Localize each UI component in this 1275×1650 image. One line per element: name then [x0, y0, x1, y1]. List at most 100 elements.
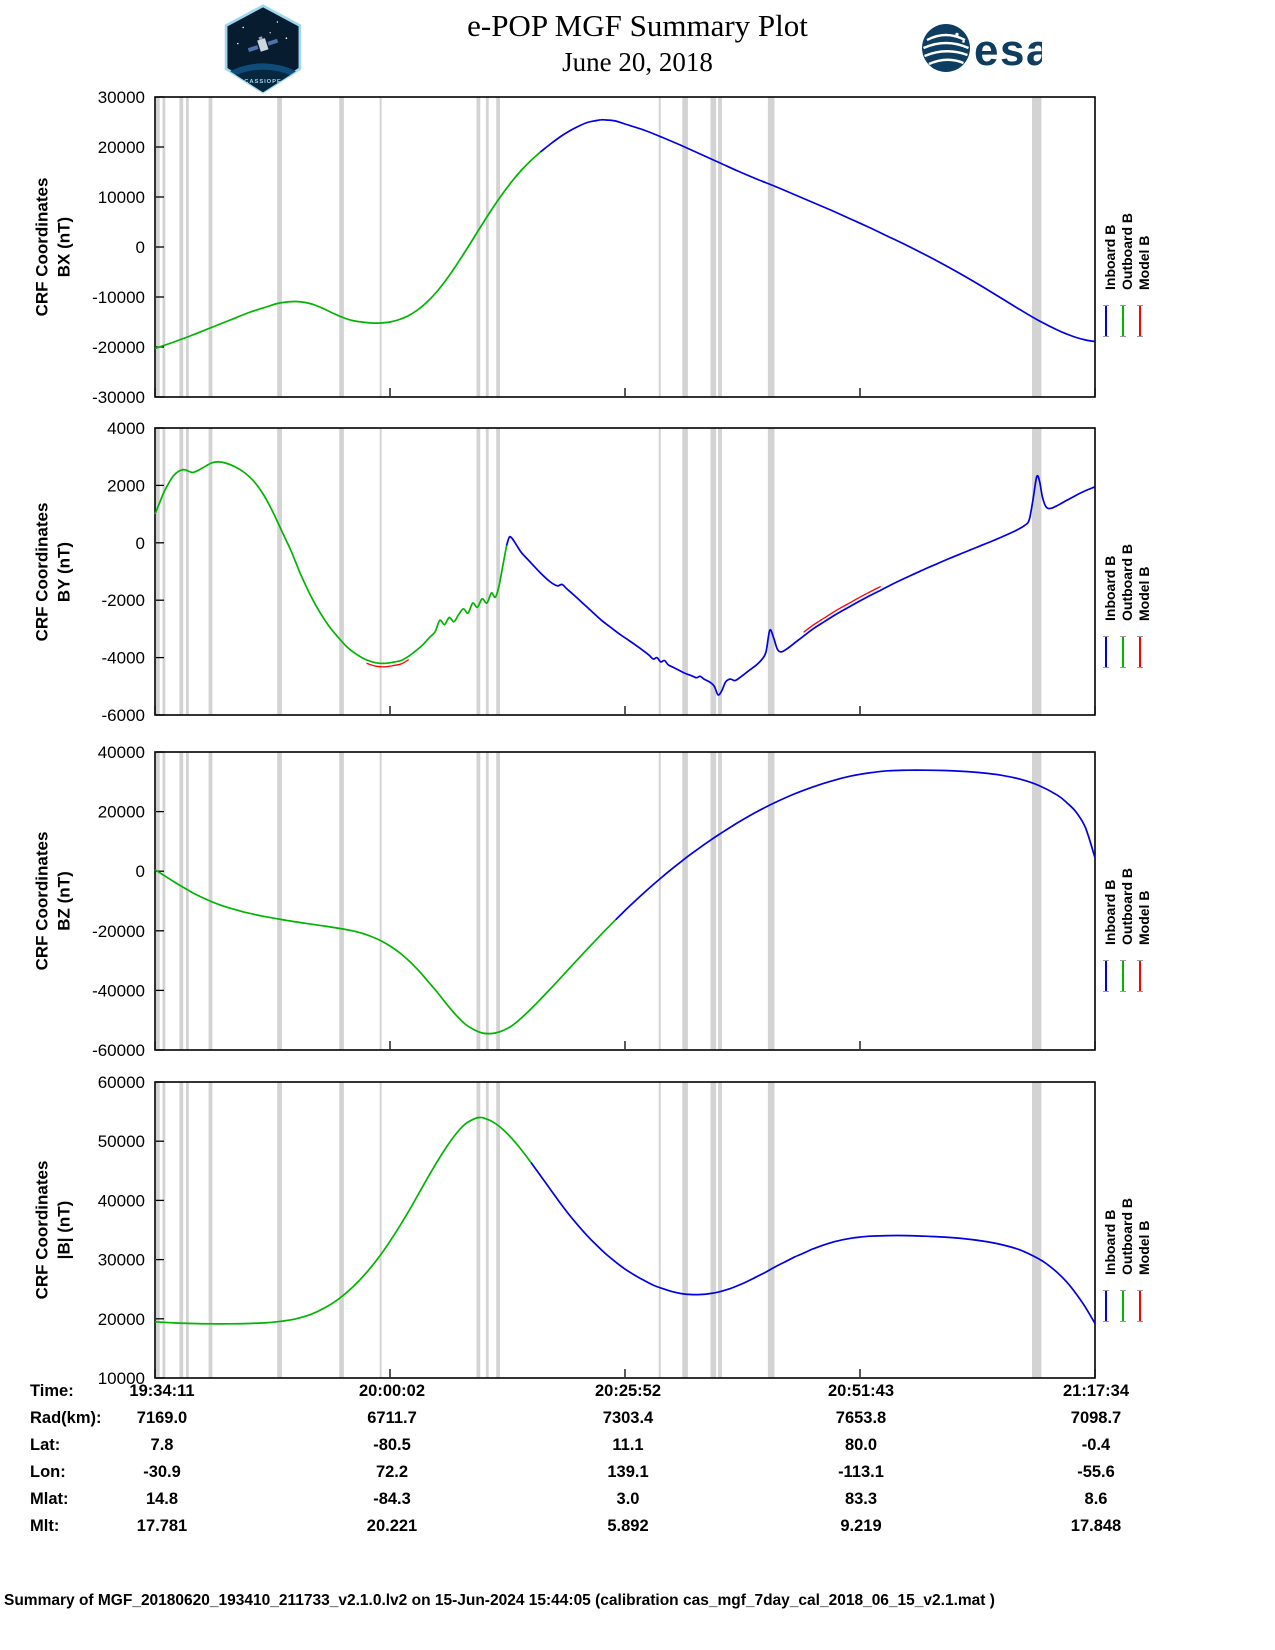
legend-line-model: [1137, 960, 1143, 992]
table-row-mlt: Mlt: 17.781 20.221 5.892 9.219 17.848: [0, 1517, 1275, 1544]
esa-emblem: [922, 24, 970, 72]
page-title: e-POP MGF Summary Plot June 20, 2018: [0, 8, 1275, 78]
table-value: 7653.8: [835, 1409, 887, 1427]
legend-label-model: Model B: [1136, 566, 1152, 621]
legend-line-outboard: [1120, 305, 1126, 337]
legend-label-inboard: Inboard B: [1102, 224, 1118, 290]
y-tick-label: 60000: [98, 1073, 145, 1092]
table-value: 139.1: [607, 1463, 649, 1481]
legend-line-model: [1137, 305, 1143, 337]
table-value: 14.8: [145, 1490, 179, 1508]
table-value: 72.2: [375, 1463, 409, 1481]
axis-ticks: 60000 50000 40000 30000 20000 10000: [98, 1073, 1096, 1388]
legend-label-inboard: Inboard B: [1102, 879, 1118, 945]
panel-by: 4000 2000 0 -2000 -4000 -6000 CRF Coordinates…: [0, 416, 1275, 727]
legend-line-model: [1137, 1290, 1143, 1322]
panel-bx: 30000 20000 10000 0 -10000 -20000 -30000 CRF C…: [0, 85, 1275, 409]
plot-bx: 30000 20000 10000 0 -10000 -20000 -30000: [92, 88, 1096, 407]
legend-line-inboard: [1103, 960, 1109, 992]
esa-logo: esa: [922, 24, 1042, 75]
table-value: -30.9: [143, 1463, 181, 1481]
data-gap-bands: [155, 1082, 1042, 1378]
legend-label-model: Model B: [1136, 235, 1152, 290]
ephemeris-table: Time: 19:34:11 20:00:02 20:25:52 20:51:43 21:…: [0, 1382, 1275, 1544]
legend-line-outboard: [1120, 1290, 1126, 1322]
table-row-lon: Lon: -30.9 72.2 139.1 -113.1 -55.6: [0, 1463, 1275, 1490]
series-outboard-b: [154, 151, 541, 350]
table-value: 7.8: [150, 1436, 174, 1454]
esa-wordmark: esa: [974, 26, 1042, 75]
table-value: -80.5: [373, 1436, 411, 1454]
plot-frame: [154, 751, 1096, 1051]
y-tick-label: -60000: [92, 1041, 145, 1060]
legend-label-outboard: Outboard B: [1119, 544, 1135, 621]
y-tick-label: -10000: [92, 288, 145, 307]
y-tick-label: -4000: [102, 649, 145, 668]
axis-ticks: 30000 20000 10000 0 -10000 -20000 -30000: [92, 88, 1096, 407]
legend-line-model: [1137, 636, 1143, 668]
series-inboard-b: [505, 474, 1096, 696]
series-outboard-b: [154, 868, 617, 1035]
series-outboard-b: [154, 461, 508, 665]
table-value: 17.848: [1070, 1517, 1122, 1535]
table-value: 3.0: [616, 1490, 640, 1508]
legend-line-inboard: [1103, 636, 1109, 668]
table-value: 21:17:34: [1062, 1382, 1130, 1400]
y-tick-label: 40000: [98, 743, 145, 762]
table-value: -0.4: [1081, 1436, 1111, 1454]
y-tick-label: 20000: [98, 1310, 145, 1329]
series-outboard-b: [154, 1116, 532, 1325]
plot-frame: [154, 96, 1096, 398]
table-value: 7303.4: [602, 1409, 654, 1427]
table-value: -113.1: [838, 1463, 884, 1481]
series-model-b: [366, 659, 410, 668]
legend-label-inboard: Inboard B: [1102, 555, 1118, 621]
table-row-label: Lon:: [30, 1463, 66, 1481]
legend-label-outboard: Outboard B: [1119, 868, 1135, 945]
table-value: 6711.7: [367, 1409, 417, 1427]
cassiope-label: CASSIOPE: [244, 79, 281, 85]
y-tick-label: 30000: [98, 88, 145, 107]
table-value: 80.0: [844, 1436, 878, 1454]
series-inboard-b: [530, 1162, 1096, 1324]
legend-label-model: Model B: [1136, 1220, 1152, 1275]
y-tick-label: -20000: [92, 922, 145, 941]
y-tick-label: -2000: [102, 591, 145, 610]
y-tick-label: 40000: [98, 1191, 145, 1210]
y-tick-label: -6000: [102, 706, 145, 725]
table-value: -84.3: [373, 1490, 411, 1508]
table-row-label: Lat:: [30, 1436, 61, 1454]
plot-date: June 20, 2018: [562, 47, 713, 77]
data-gap-bands: [155, 752, 1042, 1050]
summary-footer: Summary of MGF_20180620_193410_211733_v2…: [4, 1592, 995, 1609]
legend-bx: Inboard B Outboard B Model B: [1102, 125, 1164, 375]
series-inboard-b: [539, 118, 1096, 343]
plot-title: e-POP MGF Summary Plot: [467, 8, 808, 43]
y-tick-label: -40000: [92, 981, 145, 1000]
y-tick-label: 10000: [98, 1369, 145, 1388]
table-row-label: Rad(km):: [30, 1409, 102, 1427]
legend-label-outboard: Outboard B: [1119, 213, 1135, 290]
table-value: -55.6: [1077, 1463, 1115, 1481]
axis-ticks: 4000 2000 0 -2000 -4000 -6000: [102, 419, 1096, 725]
y-tick-label: 0: [136, 534, 145, 553]
series-inboard-b: [614, 769, 1096, 921]
table-value: 7098.7: [1070, 1409, 1122, 1427]
plot-by: 4000 2000 0 -2000 -4000 -6000: [102, 419, 1096, 725]
plot-bmag: 60000 50000 40000 30000 20000 10000: [98, 1073, 1096, 1388]
y-tick-label: 50000: [98, 1132, 145, 1151]
table-value: 20:00:02: [358, 1382, 426, 1400]
y-tick-label: 4000: [107, 419, 145, 438]
legend-bmag: Inboard B Outboard B Model B: [1102, 1110, 1164, 1360]
plot-bz: 40000 20000 0 -20000 -40000 -60000: [92, 743, 1096, 1060]
table-value: 20:25:52: [594, 1382, 662, 1400]
table-value: 9.219: [840, 1517, 882, 1535]
y-tick-label: 20000: [98, 138, 145, 157]
table-value: 83.3: [844, 1490, 878, 1508]
table-value: 8.6: [1084, 1490, 1108, 1508]
y-tick-label: -30000: [92, 388, 145, 407]
legend-label-outboard: Outboard B: [1119, 1198, 1135, 1275]
table-value: 7169.0: [136, 1409, 188, 1427]
legend-line-inboard: [1103, 305, 1109, 337]
